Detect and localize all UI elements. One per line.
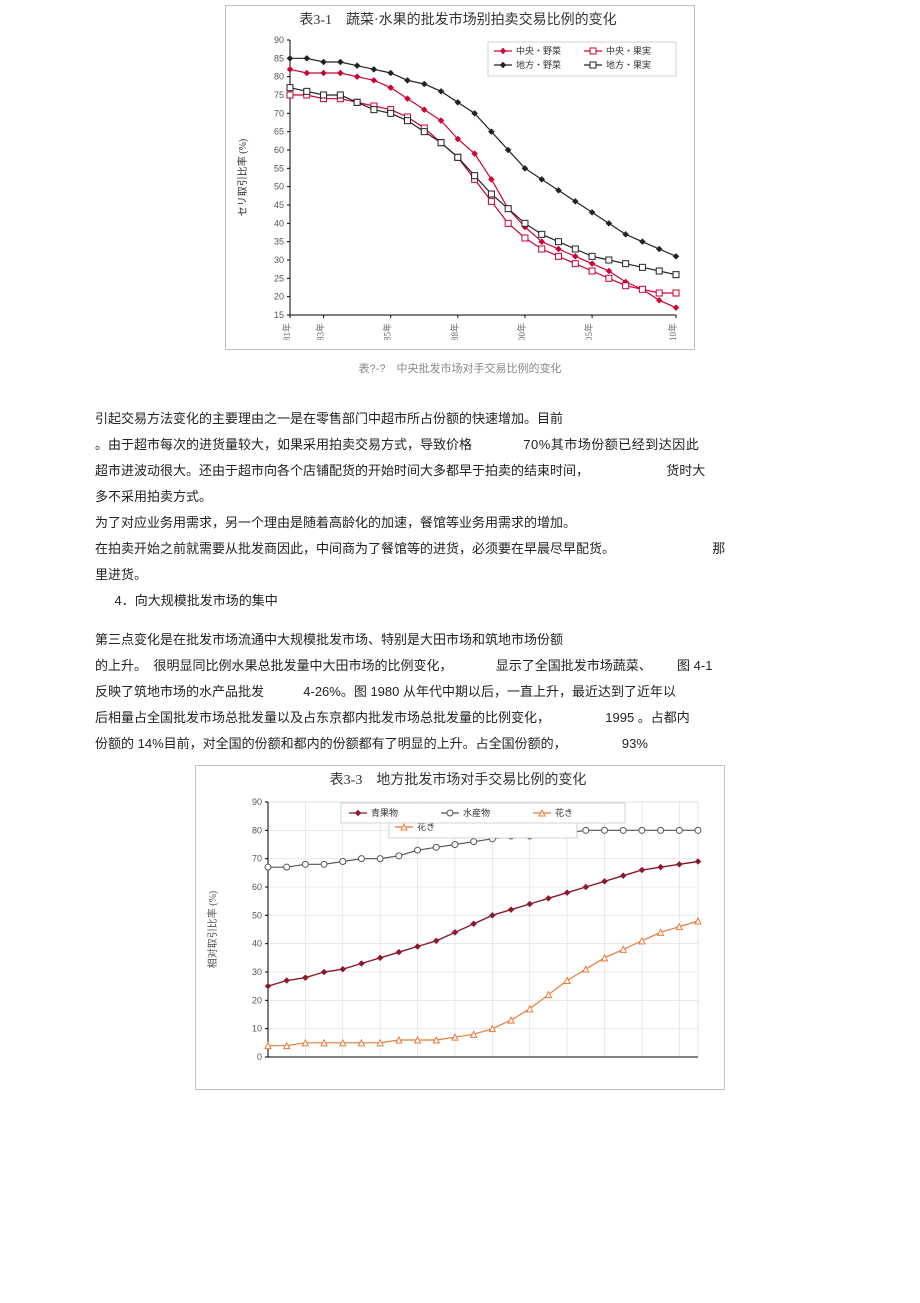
- para: 的上升。 很明显同比例水果总批发量中大田市场的比例变化， 显示了全国批发市场蔬菜…: [95, 653, 825, 679]
- svg-text:2010年: 2010年: [667, 323, 678, 340]
- section-heading: 4．向大规模批发市场的集中: [95, 588, 825, 614]
- svg-text:青果物: 青果物: [371, 807, 398, 818]
- text-fragment: 货时大: [666, 463, 705, 478]
- para: 多不采用拍卖方式。: [95, 484, 825, 510]
- svg-text:25: 25: [274, 273, 284, 283]
- text-fragment: 超市进波动很大。还由于超市向各个店铺配货的开始时间大多都早于拍卖的结束时间，: [95, 463, 589, 478]
- para: 里进货。: [95, 562, 825, 588]
- para: 后相量占全国批发市场总批发量以及占东京都内批发市场总批发量的比例变化， 1995…: [95, 705, 825, 731]
- para: 第三点变化是在批发市场流通中大规模批发市场、特别是大田市场和筑地市场份额: [95, 627, 825, 653]
- svg-text:15: 15: [274, 310, 284, 320]
- chart-3-1-container: 表3-1 蔬菜·水果的批发市场别拍卖交易比例的变化 15 20 25 30 35 40 45 5…: [95, 5, 825, 350]
- chart-3-1: 表3-1 蔬菜·水果的批发市场别拍卖交易比例的变化 15 20 25 30 35 40 45 5…: [225, 5, 695, 350]
- text-fragment: 1995 。占都内: [605, 710, 690, 725]
- svg-text:30: 30: [274, 255, 284, 265]
- text-fragment: 那: [712, 541, 725, 556]
- svg-text:10: 10: [252, 1024, 262, 1034]
- text-fragment: 70%其市场份额已经到达因此: [523, 437, 699, 452]
- svg-text:30: 30: [252, 967, 262, 977]
- body-text-block-1: 引起交易方法变化的主要理由之一是在零售部门中超市所占份额的快速增加。目前 。由于…: [95, 406, 825, 757]
- svg-text:表3-1 蔬菜·水果的批发市场别拍卖交易比例的变化: 表3-1 蔬菜·水果的批发市场别拍卖交易比例的变化: [299, 11, 616, 28]
- svg-text:2000年: 2000年: [516, 323, 527, 340]
- para: 反映了筑地市场的水产品批发 4-26%。图 1980 从年代中期以后，一直上升，…: [95, 679, 825, 705]
- svg-text:1985年: 1985年: [382, 323, 393, 340]
- text-fragment: 4-26%。图 1980 从年代中期以后，一直上升，最近达到了近年以: [303, 684, 676, 699]
- text-fragment: 显示了全国批发市场蔬菜、: [496, 658, 652, 673]
- text-fragment: 图 4-1: [677, 658, 712, 673]
- svg-text:80: 80: [252, 825, 262, 835]
- svg-text:45: 45: [274, 200, 284, 210]
- text-fragment: 在拍卖开始之前就需要从批发商因此，中间商为了餐馆等的进货，必须要在早晨尽早配货。: [95, 541, 615, 556]
- text-fragment: 的上升。 很明显同比例水果总批发量中大田市场的比例变化，: [95, 658, 453, 673]
- svg-text:1988年: 1988年: [449, 323, 460, 340]
- svg-text:80: 80: [274, 72, 284, 82]
- svg-text:地方・野菜: 地方・野菜: [516, 59, 561, 70]
- svg-text:2005年: 2005年: [583, 323, 594, 340]
- svg-text:90: 90: [274, 35, 284, 45]
- svg-text:60: 60: [274, 145, 284, 155]
- svg-text:40: 40: [274, 218, 284, 228]
- svg-text:1983年: 1983年: [315, 323, 326, 340]
- svg-text:85: 85: [274, 53, 284, 63]
- svg-text:60: 60: [252, 882, 262, 892]
- svg-text:セリ取引比率 (%): セリ取引比率 (%): [236, 139, 249, 217]
- text-fragment: 份额的 14%目前，对全国的份额和都内的份额都有了明显的上升。占全国份额的，: [95, 736, 567, 751]
- svg-text:水産物: 水産物: [463, 807, 490, 818]
- svg-text:20: 20: [274, 292, 284, 302]
- svg-text:20: 20: [252, 995, 262, 1005]
- chart-3-1-svg: 表3-1 蔬菜·水果的批发市场别拍卖交易比例的变化 15 20 25 30 35 40 45 5…: [228, 10, 688, 340]
- chart-3-3-svg: 表3-3 地方批发市场对手交易比例的变化 0 10 20 30 40 50 60 70 80 90 相…: [198, 770, 718, 1080]
- chart-3-3: 表3-3 地方批发市场对手交易比例的变化 0 10 20 30 40 50 60 70 80 90 相…: [195, 765, 725, 1090]
- text-fragment: 。由于超市每次的进货量较大，如果采用拍卖交易方式，导致价格: [95, 437, 472, 452]
- para: 引起交易方法变化的主要理由之一是在零售部门中超市所占份额的快速增加。目前: [95, 406, 825, 432]
- svg-text:相对取引比率 (%): 相对取引比率 (%): [206, 891, 219, 969]
- svg-text:35: 35: [274, 237, 284, 247]
- svg-text:90: 90: [252, 797, 262, 807]
- svg-text:55: 55: [274, 163, 284, 173]
- svg-text:表3-3 地方批发市场对手交易比例的变化: 表3-3 地方批发市场对手交易比例的变化: [330, 771, 587, 788]
- para: 在拍卖开始之前就需要从批发商因此，中间商为了餐馆等的进货，必须要在早晨尽早配货。…: [95, 536, 825, 562]
- para: 超市进波动很大。还由于超市向各个店铺配货的开始时间大多都早于拍卖的结束时间， 货…: [95, 458, 825, 484]
- svg-text:中央・野菜: 中央・野菜: [516, 45, 561, 56]
- svg-text:地方・果実: 地方・果実: [606, 59, 651, 70]
- chart-3-3-container: 表3-3 地方批发市场对手交易比例的变化 0 10 20 30 40 50 60 70 80 90 相…: [95, 765, 825, 1090]
- svg-text:70: 70: [274, 108, 284, 118]
- svg-text:70: 70: [252, 854, 262, 864]
- svg-text:75: 75: [274, 90, 284, 100]
- svg-text:40: 40: [252, 939, 262, 949]
- text-fragment: 93%: [622, 736, 648, 751]
- svg-text:花き: 花き: [555, 807, 573, 818]
- text-fragment: 反映了筑地市场的水产品批发: [95, 684, 264, 699]
- svg-text:0: 0: [257, 1052, 262, 1062]
- svg-text:1981年: 1981年: [281, 323, 292, 340]
- text-fragment: 后相量占全国批发市场总批发量以及占东京都内批发市场总批发量的比例变化，: [95, 710, 550, 725]
- svg-text:中央・果実: 中央・果実: [606, 45, 651, 56]
- cutoff-caption: 表?-? 中央批发市场对手交易比例的变化: [95, 360, 825, 376]
- para: 为了对应业务用需求，另一个理由是随着高龄化的加速，餐馆等业务用需求的增加。: [95, 510, 825, 536]
- svg-text:65: 65: [274, 127, 284, 137]
- svg-text:50: 50: [274, 182, 284, 192]
- para: 。由于超市每次的进货量较大，如果采用拍卖交易方式，导致价格 70%其市场份额已经…: [95, 432, 825, 458]
- svg-text:50: 50: [252, 910, 262, 920]
- para: 份额的 14%目前，对全国的份额和都内的份额都有了明显的上升。占全国份额的， 9…: [95, 731, 825, 757]
